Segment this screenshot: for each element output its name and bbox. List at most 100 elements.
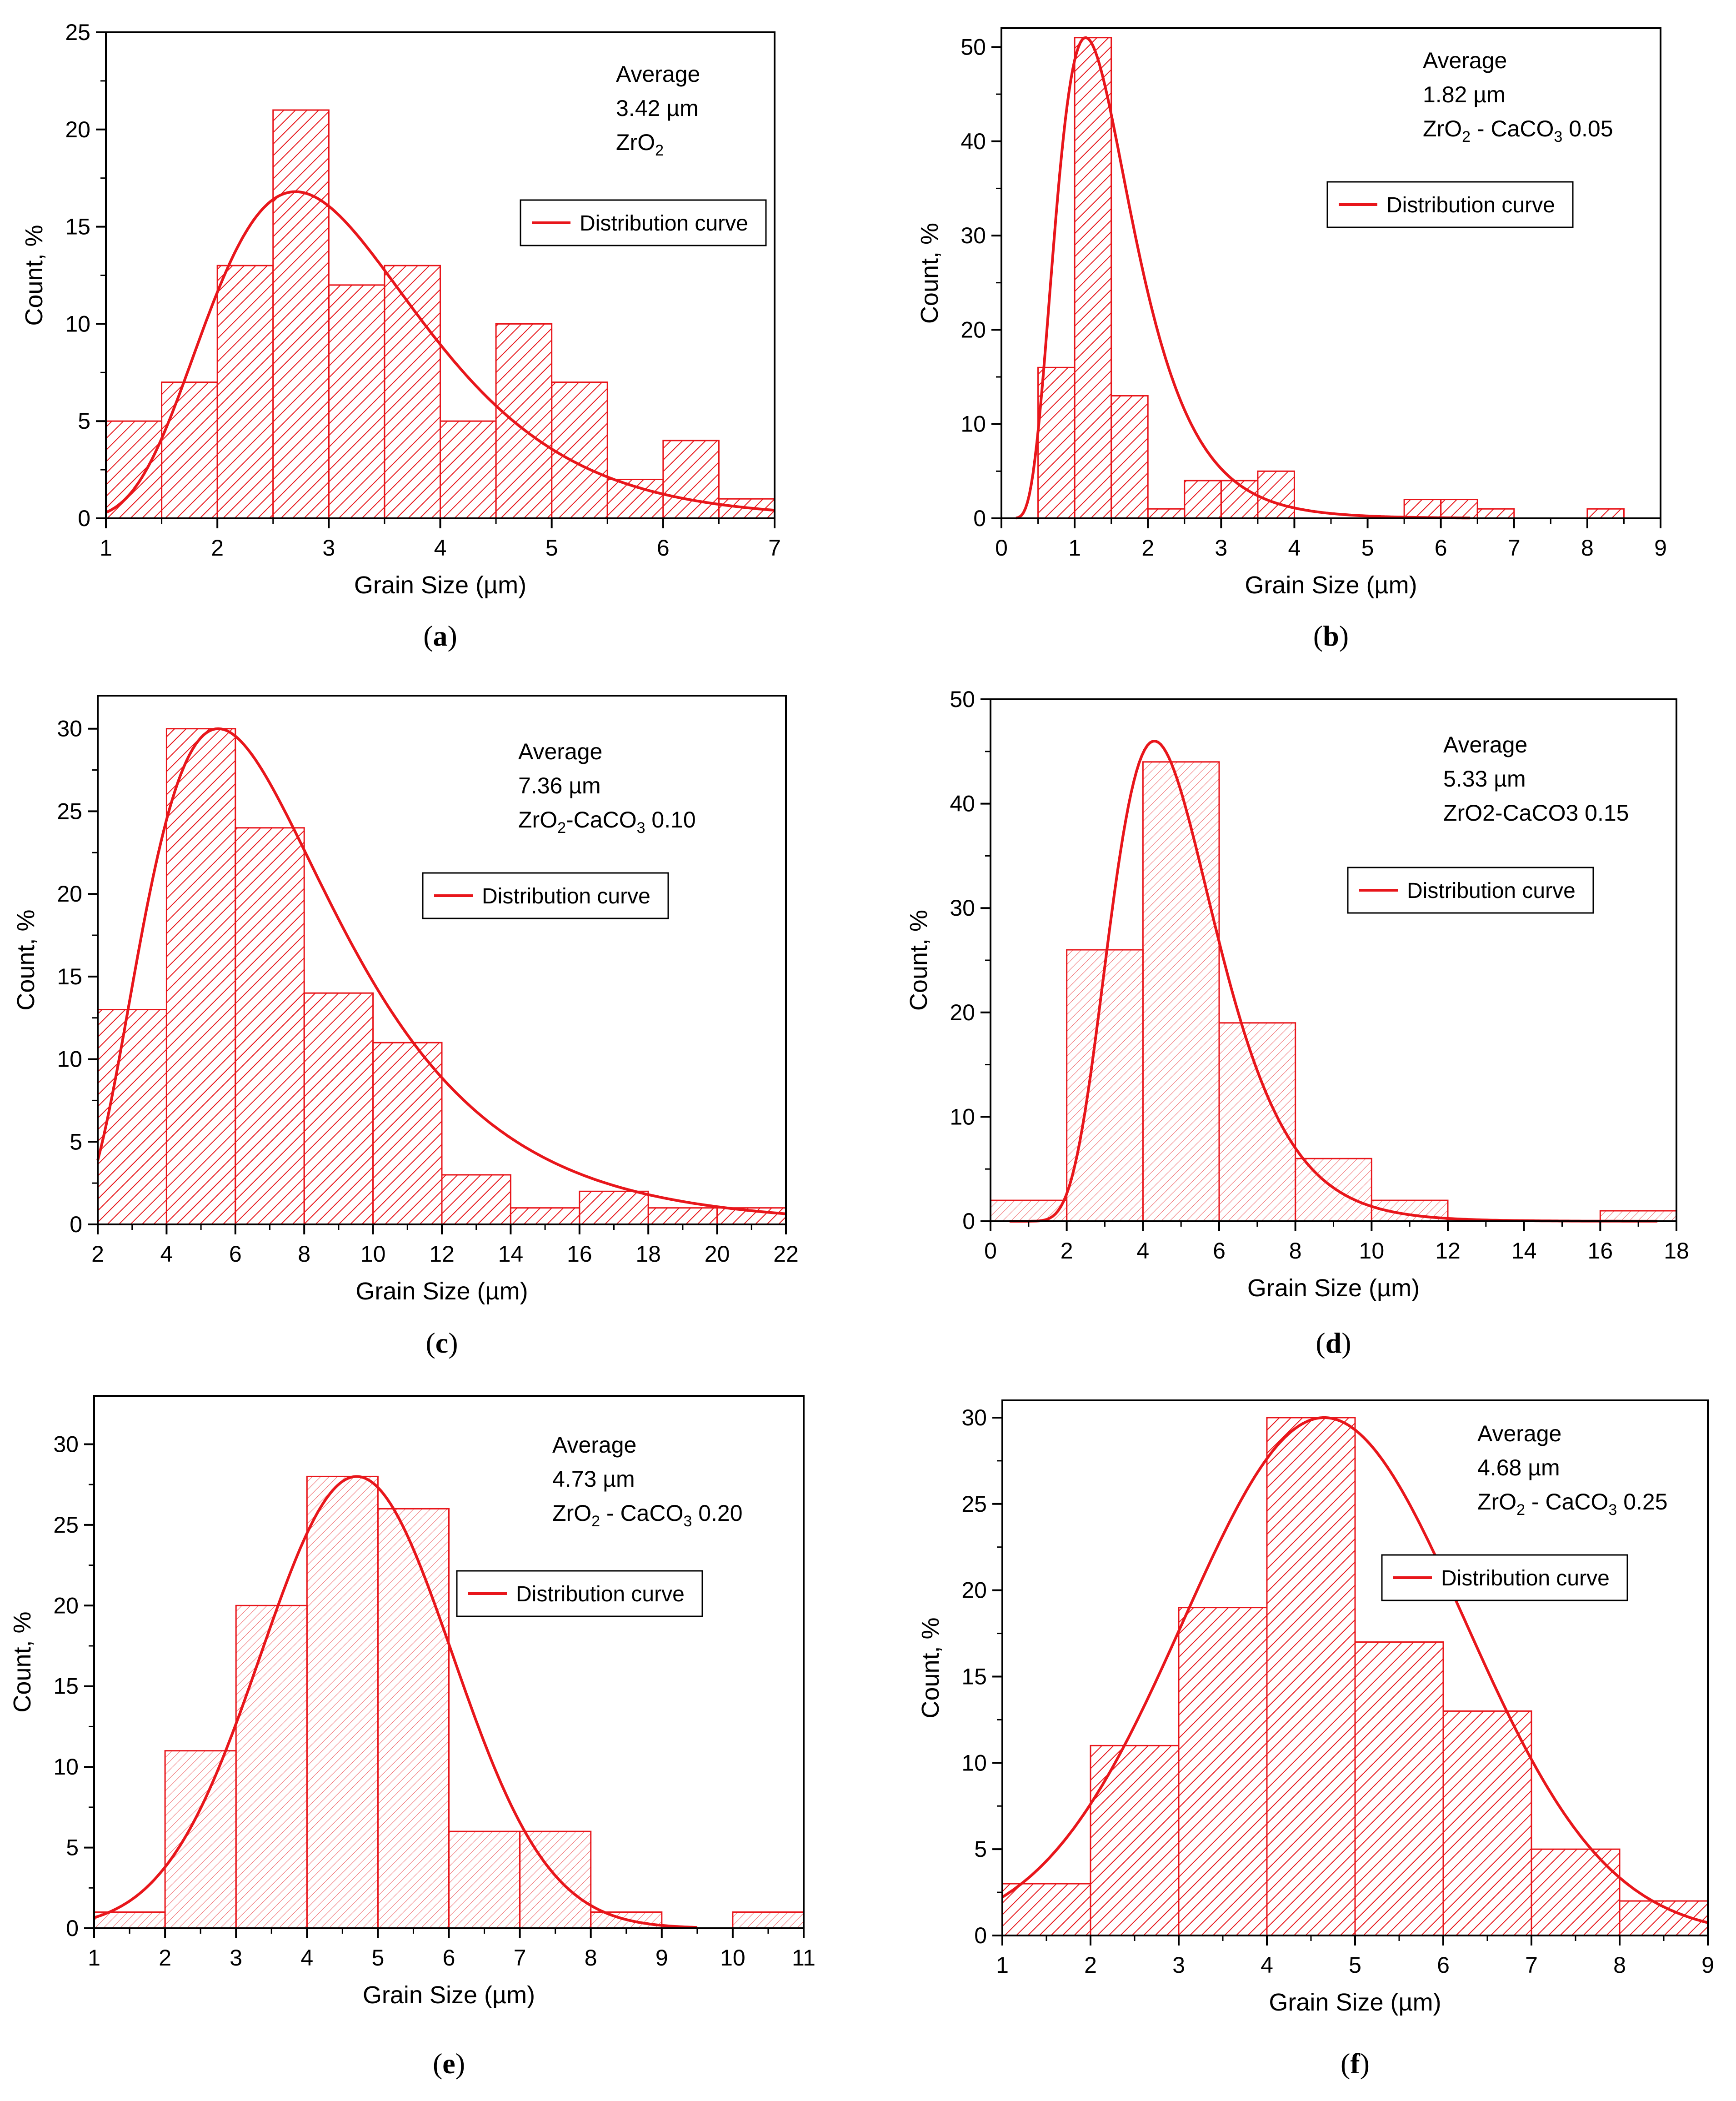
x-tick-label: 4 (1261, 1952, 1273, 1978)
annotation-material: ZrO2 - CaCO3 0.05 (1423, 116, 1613, 145)
x-tick-label: 9 (1654, 535, 1667, 561)
x-tick-label: 20 (705, 1241, 730, 1267)
legend: Distribution curve (1326, 181, 1574, 228)
legend-label: Distribution curve (482, 884, 650, 908)
annotation-material: ZrO2 - CaCO3 0.20 (552, 1500, 743, 1530)
histogram-bar (105, 420, 163, 519)
y-tick-label: 5 (78, 408, 90, 434)
panel-label: (c) (425, 1327, 458, 1359)
legend: Distribution curve (1347, 867, 1594, 914)
y-tick-label: 25 (961, 1491, 987, 1517)
histogram-bar (1531, 1848, 1621, 1936)
x-tick-label: 0 (995, 535, 1008, 561)
histogram-bar (165, 728, 236, 1225)
y-tick-label: 0 (962, 1208, 975, 1234)
y-tick-label: 15 (65, 214, 90, 240)
y-tick-label: 30 (53, 1431, 79, 1457)
y-tick-label: 20 (961, 1578, 987, 1603)
histogram-bar (216, 265, 274, 519)
x-tick-label: 0 (984, 1238, 997, 1264)
histogram-bar (372, 1042, 443, 1225)
annotation-value: 4.68 µm (1477, 1455, 1560, 1480)
y-axis-label: Count, % (9, 1611, 36, 1712)
legend-label: Distribution curve (516, 1582, 685, 1606)
x-tick-label: 1 (100, 535, 112, 561)
legend-label: Distribution curve (1407, 879, 1576, 903)
x-tick-label: 7 (1525, 1952, 1538, 1978)
x-axis-label: Grain Size (µm) (1247, 1274, 1420, 1302)
x-tick-label: 6 (229, 1241, 242, 1267)
histogram-bar (495, 323, 553, 519)
histogram-bar (1001, 1883, 1091, 1936)
annotation-value: 4.73 µm (552, 1466, 635, 1492)
histogram-bar (164, 1750, 237, 1929)
histogram-bar (441, 1174, 511, 1225)
histogram-bar (235, 827, 305, 1225)
y-tick-label: 5 (974, 1836, 987, 1862)
x-tick-label: 5 (545, 535, 558, 561)
y-tick-label: 0 (974, 1923, 987, 1948)
x-axis-label: Grain Size (µm) (354, 572, 526, 599)
y-tick-label: 5 (70, 1129, 82, 1154)
x-tick-label: 10 (720, 1945, 745, 1971)
x-tick-label: 9 (655, 1945, 668, 1971)
histogram-bar (1111, 395, 1149, 519)
x-tick-label: 12 (429, 1241, 455, 1267)
x-axis-label: Grain Size (µm) (363, 1981, 535, 2009)
y-axis-label: Count, % (12, 909, 40, 1010)
histogram-bar (440, 420, 497, 519)
x-tick-label: 16 (567, 1241, 592, 1267)
histogram-bar (448, 1830, 521, 1929)
annotation-average: Average (1423, 48, 1507, 73)
histogram-bar (1178, 1607, 1268, 1936)
panel-b: 0 1 2 3 4 5 6 7 8 9 0 10 20 30 40 50 Grain Size (µm) Coun… (916, 27, 1667, 652)
x-tick-label: 2 (91, 1241, 104, 1267)
legend-label: Distribution curve (1441, 1566, 1610, 1590)
panel-label: (e) (433, 2047, 465, 2080)
x-tick-label: 2 (1084, 1952, 1097, 1978)
x-tick-label: 3 (322, 535, 335, 561)
y-tick-label: 30 (961, 223, 986, 248)
x-axis-label: Grain Size (µm) (1269, 1989, 1441, 2016)
y-tick-label: 30 (950, 895, 975, 921)
histogram-bar (306, 1475, 379, 1929)
y-tick-label: 0 (973, 506, 986, 531)
x-tick-label: 9 (1701, 1952, 1714, 1978)
histogram-bar (662, 440, 720, 519)
panel-label: (b) (1313, 620, 1349, 652)
histogram-bar (1066, 949, 1144, 1222)
x-tick-label: 1 (1068, 535, 1081, 561)
x-tick-label: 8 (1581, 535, 1594, 561)
y-tick-label: 30 (961, 1405, 987, 1430)
y-tick-label: 20 (57, 881, 82, 907)
x-tick-label: 22 (773, 1241, 799, 1267)
histogram-bar (1257, 470, 1295, 519)
y-axis-label: Count, % (905, 910, 932, 1011)
x-tick-label: 10 (360, 1241, 386, 1267)
panel-label: (f) (1341, 2047, 1370, 2080)
y-tick-label: 0 (78, 506, 90, 531)
x-tick-label: 11 (792, 1945, 815, 1971)
x-tick-label: 7 (1508, 535, 1521, 561)
x-tick-label: 2 (1061, 1238, 1073, 1264)
annotation-material: ZrO2-CaCO3 0.15 (1443, 800, 1629, 826)
histogram-bar (1074, 37, 1112, 519)
y-tick-label: 50 (961, 34, 986, 60)
histogram-bar (1218, 1022, 1296, 1222)
histogram-bar (519, 1830, 592, 1929)
x-tick-label: 6 (1435, 535, 1447, 561)
x-tick-label: 3 (230, 1945, 242, 1971)
y-tick-label: 20 (53, 1593, 79, 1618)
distribution-curve (96, 727, 786, 1215)
x-tick-label: 3 (1172, 1952, 1185, 1978)
histogram-bar (1442, 1710, 1532, 1936)
histogram-bar (1090, 1745, 1180, 1936)
x-tick-label: 8 (1289, 1238, 1302, 1264)
y-tick-label: 15 (53, 1674, 79, 1699)
x-tick-label: 1 (996, 1952, 1009, 1978)
y-tick-label: 10 (57, 1047, 82, 1072)
x-tick-label: 18 (635, 1241, 661, 1267)
distribution-curve (1001, 1416, 1708, 1924)
x-tick-label: 10 (1359, 1238, 1385, 1264)
